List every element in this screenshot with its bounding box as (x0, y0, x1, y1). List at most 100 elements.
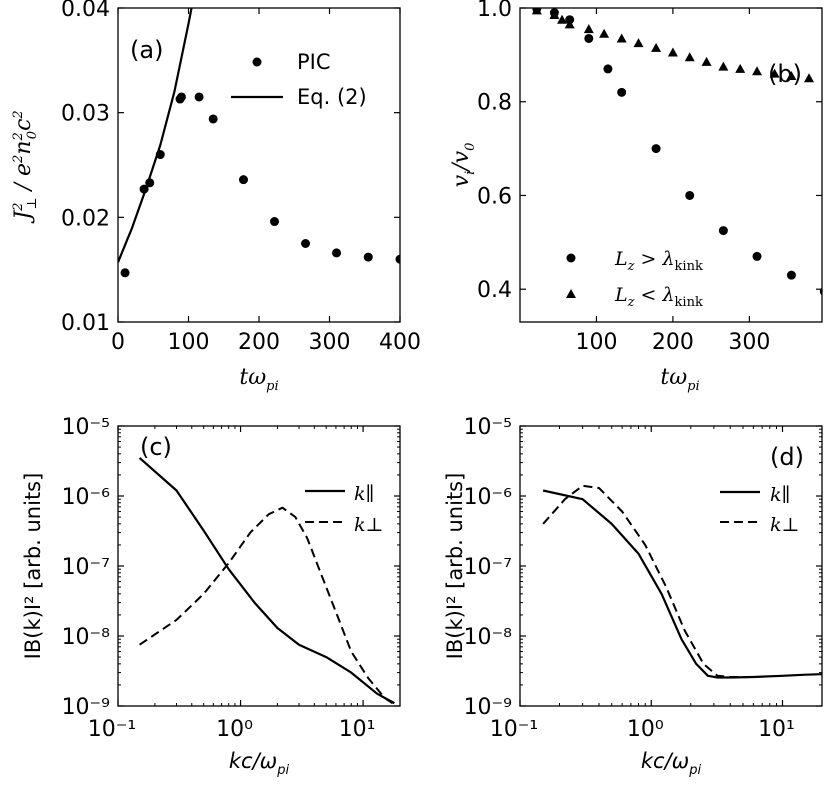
data-point-circle (332, 248, 342, 258)
data-point-triangle (583, 24, 594, 34)
x-tick-label: 100 (575, 330, 617, 355)
svg-text:IB(k)I² [arb. units]: IB(k)I² [arb. units] (443, 473, 467, 660)
y-tick-label: 10⁻⁷ (464, 555, 512, 580)
x-tick-label: 200 (652, 330, 694, 355)
y-tick-label: 0.8 (477, 91, 512, 116)
y-tick-label: 0.6 (477, 184, 512, 209)
data-point-circle (176, 92, 186, 102)
data-point-triangle (616, 33, 627, 43)
data-point-triangle (804, 73, 815, 83)
y-tick-label: 10⁻⁷ (62, 555, 110, 580)
data-point-triangle (651, 42, 662, 52)
data-point-triangle (735, 63, 746, 73)
series-line-dashed (139, 506, 395, 706)
data-point-circle (819, 287, 822, 296)
panel-a-marks (118, 8, 400, 278)
panel-d-xlabel: kc/ωpi (641, 749, 702, 778)
data-point-triangle (786, 70, 797, 80)
data-point-circle (238, 175, 248, 185)
svg-text:J2⊥ / e2n20c2: J2⊥ / e2n20c2 (11, 110, 40, 223)
svg-text:IB(k)I² [arb. units]: IB(k)I² [arb. units] (21, 473, 45, 660)
data-point-circle (617, 87, 627, 97)
series-line-solid (138, 457, 395, 705)
panel-c: 10⁻¹ 10⁰ 10¹ 10⁻⁹ 10⁻⁸ 10⁻⁷ 10⁻⁶ 10⁻⁵ (c) kc/ωp… (21, 415, 401, 778)
data-point-circle (395, 254, 400, 264)
panel-d-legend: k∥ k⊥ (720, 484, 799, 536)
data-point-triangle (701, 56, 712, 66)
data-point-circle (301, 239, 311, 248)
data-point-circle (786, 270, 796, 280)
data-point-circle (603, 64, 613, 74)
legend-marker-lz-greater (566, 253, 576, 263)
data-point-triangle (752, 66, 763, 76)
series-line-solid (118, 8, 193, 263)
panel-c-ylabel: IB(k)I² [arb. units] (21, 473, 45, 660)
panel-d-marks (542, 484, 822, 679)
panel-c-label: (c) (140, 433, 172, 461)
x-tick-label: 10⁰ (627, 717, 664, 742)
series-line-solid (542, 489, 822, 679)
panel-d: 10⁻¹ 10⁰ 10¹ 10⁻⁹ 10⁻⁸ 10⁻⁷ 10⁻⁶ 10⁻⁵ (d) kc/ωp… (443, 415, 823, 778)
panel-a-ylabel: J2⊥ / e2n20c2 (11, 110, 40, 223)
data-point-circle (685, 190, 695, 200)
legend-label-kpar-d: k∥ (770, 484, 790, 506)
legend-label-pic: PIC (297, 50, 331, 74)
panel-c-ticks: 10⁻¹ 10⁰ 10¹ 10⁻⁹ 10⁻⁸ 10⁻⁷ 10⁻⁶ 10⁻⁵ (62, 415, 400, 742)
legend-label-kperp-d: k⊥ (770, 514, 799, 536)
y-tick-label: 0.4 (477, 278, 512, 303)
panel-b-legend: Lz > λkink Lz < λkink (566, 248, 703, 310)
data-point-triangle (769, 68, 780, 78)
panel-b-label: (b) (768, 60, 802, 88)
panel-c-marks (138, 457, 395, 706)
legend-marker-pic (252, 57, 262, 67)
y-tick-label: 10⁻⁶ (62, 485, 111, 510)
x-tick-label: 10⁻¹ (490, 717, 538, 742)
y-tick-label: 10⁻⁶ (464, 485, 513, 510)
data-point-circle (718, 226, 728, 236)
svg-text:vi/v0: vi/v0 (449, 143, 478, 188)
legend-label-lz-less: Lz < λkink (614, 284, 703, 310)
data-point-triangle (667, 47, 678, 57)
data-point-circle (270, 217, 280, 227)
data-point-circle (208, 114, 218, 124)
panel-a-xlabel: tωpi (239, 365, 278, 394)
panel-b-xlabel: tωpi (660, 365, 699, 394)
data-point-triangle (557, 14, 568, 24)
panel-d-ticks: 10⁻¹ 10⁰ 10¹ 10⁻⁹ 10⁻⁸ 10⁻⁷ 10⁻⁶ 10⁻⁵ (464, 415, 822, 742)
y-tick-label: 10⁻⁵ (464, 415, 512, 440)
x-tick-label: 10¹ (339, 717, 376, 742)
y-tick-label: 10⁻⁹ (62, 695, 110, 720)
x-tick-label: 100 (168, 330, 210, 355)
x-tick-label: 300 (309, 330, 351, 355)
data-point-triangle (718, 61, 729, 71)
panel-a-ticks: 0 100 200 300 400 0.01 0.02 0.03 0.04 (61, 0, 421, 355)
data-point-triangle (684, 52, 695, 62)
panel-b-ticks: 100 200 300 0.4 0.6 0.8 1.0 (477, 0, 822, 355)
panel-b: 100 200 300 0.4 0.6 0.8 1.0 (b) tωpi vi/v0 Lz … (449, 0, 823, 394)
x-tick-label: 10⁻¹ (88, 717, 136, 742)
panel-a-label: (a) (130, 36, 163, 64)
panel-c-frame (117, 425, 401, 707)
data-point-circle (651, 144, 661, 154)
legend-label-kpar-c: k∥ (354, 483, 374, 505)
data-point-triangle (633, 38, 644, 48)
data-point-triangle (549, 10, 560, 20)
data-point-circle (363, 252, 373, 262)
panel-d-ylabel: IB(k)I² [arb. units] (443, 473, 467, 660)
data-point-triangle (531, 8, 542, 15)
legend-label-kperp-c: k⊥ (354, 514, 383, 536)
y-tick-label: 0.01 (61, 311, 110, 336)
x-tick-label: 10¹ (758, 717, 795, 742)
panel-a-legend: PIC Eq. (2) (231, 50, 367, 109)
data-point-circle (584, 33, 594, 43)
y-tick-label: 10⁻⁵ (62, 415, 110, 440)
panel-d-label: (d) (770, 443, 804, 471)
data-point-circle (194, 92, 204, 102)
x-tick-label: 200 (238, 330, 280, 355)
legend-label-lz-greater: Lz > λkink (614, 248, 703, 274)
y-tick-label: 10⁻⁸ (464, 625, 513, 650)
panel-b-ylabel: vi/v0 (449, 143, 478, 188)
data-point-triangle (564, 19, 575, 29)
x-tick-label: 0 (111, 330, 125, 355)
